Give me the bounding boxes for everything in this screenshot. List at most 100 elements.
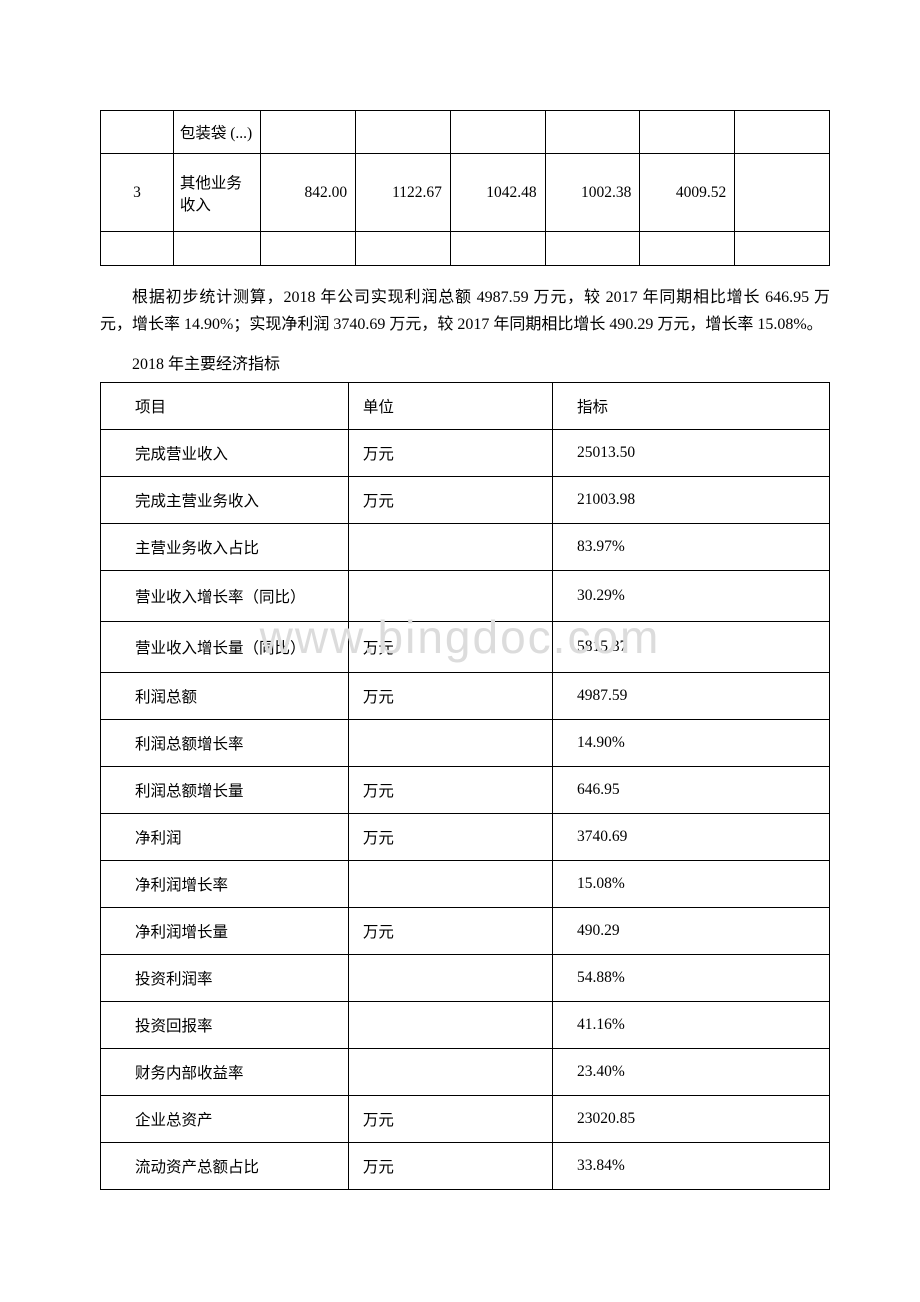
cell-empty	[261, 232, 356, 266]
cell-val: 1122.67	[356, 154, 451, 232]
cell-unit	[348, 524, 552, 571]
th-unit: 单位	[348, 383, 552, 430]
cell-value: 23020.85	[552, 1096, 829, 1143]
table-row: 投资利润率 54.88%	[101, 955, 830, 1002]
cell-unit: 万元	[348, 908, 552, 955]
cell-empty	[173, 232, 260, 266]
summary-paragraph: 根据初步统计测算，2018 年公司实现利润总额 4987.59 万元，较 201…	[100, 284, 830, 338]
cell-item: 主营业务收入占比	[101, 524, 349, 571]
cell-item: 流动资产总额占比	[101, 1143, 349, 1190]
cell-empty	[101, 232, 174, 266]
cell-value: 4987.59	[552, 673, 829, 720]
economic-indicators-table: 项目 单位 指标 完成营业收入万元25013.50 完成主营业务收入万元2100…	[100, 382, 830, 1190]
document-page: 包装袋 (...) 3 其他业务收入 842.00 1122.67 1042.4…	[0, 0, 920, 1230]
cell-item: 企业总资产	[101, 1096, 349, 1143]
top-table-body: 包装袋 (...) 3 其他业务收入 842.00 1122.67 1042.4…	[101, 111, 830, 266]
cell-name: 包装袋 (...)	[173, 111, 260, 154]
cell-unit	[348, 955, 552, 1002]
cell-idx	[101, 111, 174, 154]
cell-val	[640, 111, 735, 154]
cell-val	[735, 111, 830, 154]
cell-unit: 万元	[348, 477, 552, 524]
cell-item: 利润总额	[101, 673, 349, 720]
table-row	[101, 232, 830, 266]
table-row: 主营业务收入占比 83.97%	[101, 524, 830, 571]
cell-unit	[348, 1002, 552, 1049]
cell-unit: 万元	[348, 814, 552, 861]
table-row: 包装袋 (...)	[101, 111, 830, 154]
top-summary-table: 包装袋 (...) 3 其他业务收入 842.00 1122.67 1042.4…	[100, 110, 830, 266]
cell-item: 财务内部收益率	[101, 1049, 349, 1096]
table-row: 3 其他业务收入 842.00 1122.67 1042.48 1002.38 …	[101, 154, 830, 232]
cell-val: 842.00	[261, 154, 356, 232]
table-row: 投资回报率 41.16%	[101, 1002, 830, 1049]
cell-empty	[450, 232, 545, 266]
cell-value: 83.97%	[552, 524, 829, 571]
cell-value: 54.88%	[552, 955, 829, 1002]
cell-value: 5815.37	[552, 622, 829, 673]
cell-val	[356, 111, 451, 154]
cell-unit	[348, 861, 552, 908]
cell-empty	[640, 232, 735, 266]
cell-value: 21003.98	[552, 477, 829, 524]
table-row: 企业总资产万元23020.85	[101, 1096, 830, 1143]
table-row: 完成营业收入万元25013.50	[101, 430, 830, 477]
cell-item: 利润总额增长率	[101, 720, 349, 767]
cell-item: 净利润增长量	[101, 908, 349, 955]
cell-idx: 3	[101, 154, 174, 232]
cell-value: 25013.50	[552, 430, 829, 477]
cell-unit	[348, 720, 552, 767]
cell-empty	[735, 232, 830, 266]
cell-value: 3740.69	[552, 814, 829, 861]
th-item: 项目	[101, 383, 349, 430]
table-header-row: 项目 单位 指标	[101, 383, 830, 430]
cell-unit: 万元	[348, 767, 552, 814]
table-row: 财务内部收益率 23.40%	[101, 1049, 830, 1096]
cell-val: 1042.48	[450, 154, 545, 232]
cell-val	[545, 111, 640, 154]
cell-value: 14.90%	[552, 720, 829, 767]
cell-item: 完成营业收入	[101, 430, 349, 477]
cell-item: 营业收入增长量（同比）	[101, 622, 349, 673]
cell-value: 33.84%	[552, 1143, 829, 1190]
cell-val: 1002.38	[545, 154, 640, 232]
cell-item: 投资利润率	[101, 955, 349, 1002]
cell-unit: 万元	[348, 622, 552, 673]
cell-value: 41.16%	[552, 1002, 829, 1049]
cell-item: 完成主营业务收入	[101, 477, 349, 524]
table-row: 净利润增长量万元490.29	[101, 908, 830, 955]
cell-unit: 万元	[348, 430, 552, 477]
cell-unit	[348, 1049, 552, 1096]
cell-value: 646.95	[552, 767, 829, 814]
cell-item: 净利润	[101, 814, 349, 861]
cell-value: 490.29	[552, 908, 829, 955]
th-value: 指标	[552, 383, 829, 430]
cell-value: 15.08%	[552, 861, 829, 908]
cell-val	[735, 154, 830, 232]
table-row: 流动资产总额占比万元33.84%	[101, 1143, 830, 1190]
cell-value: 23.40%	[552, 1049, 829, 1096]
cell-item: 投资回报率	[101, 1002, 349, 1049]
cell-unit: 万元	[348, 1096, 552, 1143]
cell-unit	[348, 571, 552, 622]
cell-item: 利润总额增长量	[101, 767, 349, 814]
table-caption: 2018 年主要经济指标	[100, 350, 830, 374]
table-row: 营业收入增长率（同比） 30.29%	[101, 571, 830, 622]
table-row: 利润总额增长率 14.90%	[101, 720, 830, 767]
table-row: 净利润万元3740.69	[101, 814, 830, 861]
table-row: 营业收入增长量（同比）万元5815.37	[101, 622, 830, 673]
table-row: 利润总额万元4987.59	[101, 673, 830, 720]
cell-value: 30.29%	[552, 571, 829, 622]
table-row: 完成主营业务收入万元21003.98	[101, 477, 830, 524]
cell-item: 净利润增长率	[101, 861, 349, 908]
cell-empty	[356, 232, 451, 266]
cell-name: 其他业务收入	[173, 154, 260, 232]
cell-val	[261, 111, 356, 154]
cell-unit: 万元	[348, 673, 552, 720]
cell-item: 营业收入增长率（同比）	[101, 571, 349, 622]
cell-empty	[545, 232, 640, 266]
cell-val: 4009.52	[640, 154, 735, 232]
cell-unit: 万元	[348, 1143, 552, 1190]
cell-val	[450, 111, 545, 154]
table-row: 利润总额增长量万元646.95	[101, 767, 830, 814]
